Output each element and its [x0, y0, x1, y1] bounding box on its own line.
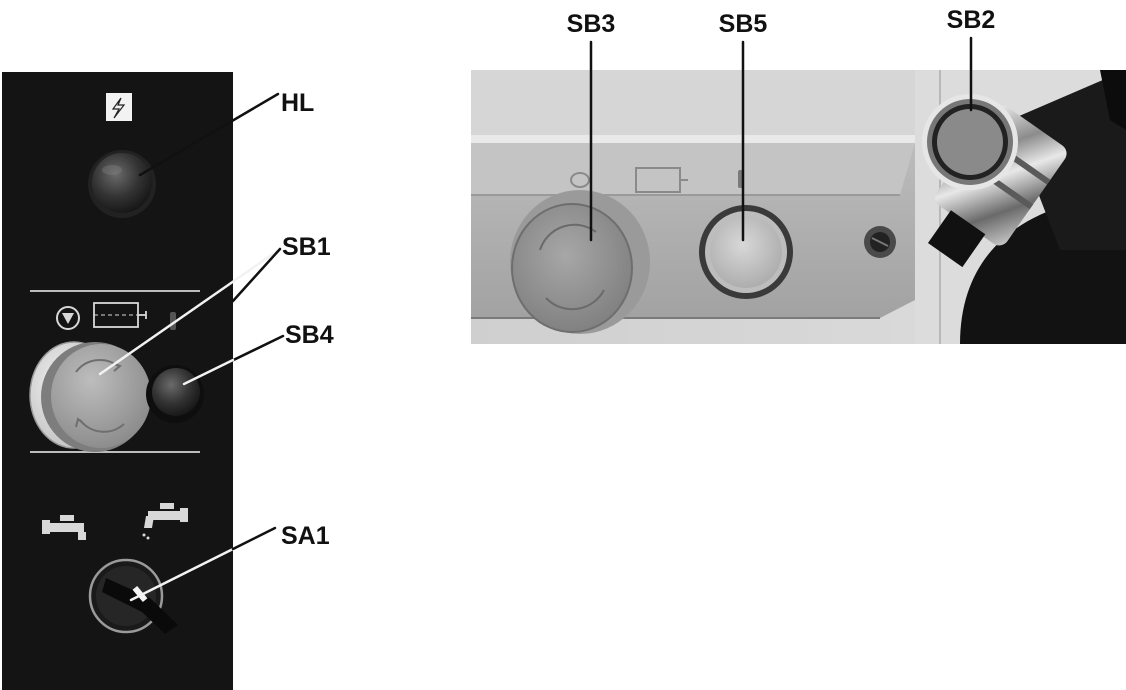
sa1-leader-line — [129, 547, 235, 602]
sa1-selector-switch — [88, 558, 178, 634]
lightning-bolt-icon — [106, 93, 132, 121]
label-sb3: SB3 — [567, 10, 616, 38]
rail-screw — [864, 226, 896, 258]
circle-symbol-icon — [570, 172, 590, 188]
label-sb2: SB2 — [947, 6, 996, 34]
callout-labels: HL SB1 SB4 SA1 SB3 SB5 SB2 — [281, 6, 995, 550]
label-sb5: SB5 — [719, 10, 768, 38]
leader-lines — [98, 36, 973, 602]
stop-symbol-icon — [56, 306, 80, 330]
hl-indicator-lamp — [88, 150, 156, 218]
left-control-panel — [2, 72, 233, 690]
label-sb4: SB4 — [285, 321, 334, 349]
coolant-off-tap-icon — [42, 515, 86, 540]
sb4-button — [146, 365, 204, 423]
sb2-handle-button — [922, 94, 1067, 268]
sb1-leader-line — [98, 247, 282, 376]
motor-icon — [635, 167, 688, 193]
label-hl: HL — [281, 89, 314, 117]
sb3-emergency-stop-button — [510, 190, 650, 334]
hl-leader-line — [138, 92, 280, 177]
right-control-photo — [471, 70, 1126, 344]
coolant-on-tap-icon — [142, 503, 188, 540]
sb5-button — [699, 205, 793, 299]
sb1-emergency-stop-button — [29, 341, 151, 452]
label-sa1: SA1 — [281, 522, 330, 550]
label-sb1: SB1 — [282, 233, 331, 261]
motor-icon — [93, 302, 147, 328]
